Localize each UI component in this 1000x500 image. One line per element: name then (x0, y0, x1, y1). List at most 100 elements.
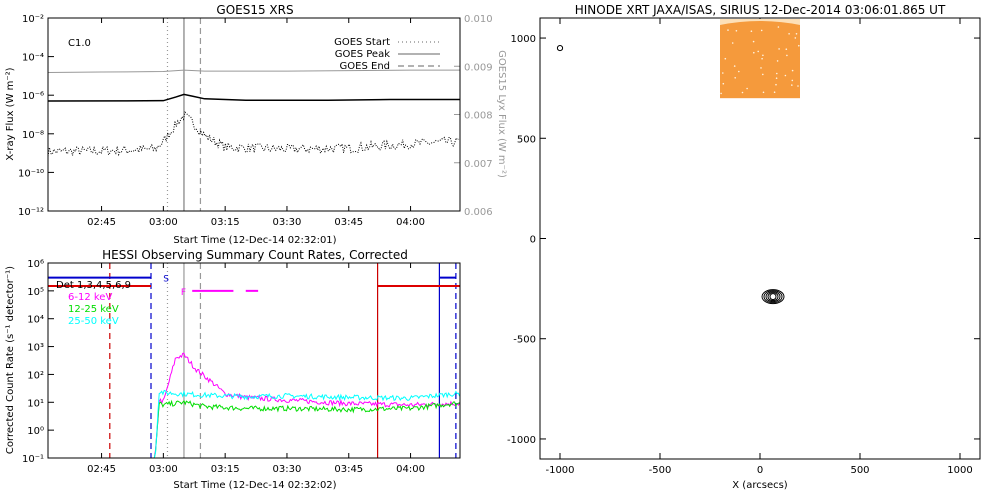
image-xrt-speck (757, 50, 759, 53)
image-xrt-speck (776, 60, 779, 62)
goes-ytick-label: 10⁻² (22, 14, 44, 25)
image-xrt-speck (724, 57, 727, 60)
goes-ytick-label: 10⁻¹² (18, 207, 44, 218)
image-ytick-label: 0 (530, 235, 536, 246)
hessi-panel: HESSI Observing Summary Count Rates, Cor… (5, 248, 461, 491)
goes-xtick-label: 03:00 (149, 217, 178, 228)
image-xrt-speck (786, 54, 788, 57)
image-xrt-speck (734, 77, 736, 79)
hessi-legend-detectors: Det 1,3,4,5,6,9 (56, 280, 131, 291)
hessi-xtick-label: 03:30 (273, 464, 302, 475)
image-xrt-speck (773, 91, 776, 93)
image-xrt-speck (791, 69, 794, 72)
image-xrt-patch (720, 19, 800, 99)
hessi-ytick-label: 10⁻¹ (22, 454, 44, 465)
hessi-frame (47, 262, 461, 459)
image-xrt-speck (794, 37, 797, 39)
goes-legend-label: GOES Start (334, 37, 390, 48)
goes-y2tick-label: 0.010 (464, 14, 493, 25)
image-ytick-label: 1000 (511, 34, 536, 45)
image-xrt-speck (795, 33, 798, 35)
goes-xtick-label: 02:45 (87, 217, 116, 228)
goes-xlabel: Start Time (12-Dec-14 02:32:01) (173, 235, 336, 246)
image-contour (765, 291, 781, 303)
goes-series-long (47, 93, 460, 102)
image-xtick-label: 500 (850, 465, 869, 476)
goes-xtick-label: 03:30 (273, 217, 302, 228)
hessi-marker-s: S (163, 275, 169, 285)
goes-series-short (47, 111, 460, 157)
goes-y2tick-label: 0.006 (464, 207, 493, 218)
goes-ytick-label: 10⁻⁴ (22, 53, 44, 64)
image-xrt-speck (753, 51, 755, 54)
image-panel: HINODE XRT JAXA/ISAS, SIRIUS 12-Dec-2014… (507, 3, 981, 491)
image-xrt-speck (746, 87, 748, 90)
image-xtick-label: 0 (757, 465, 763, 476)
goes-y2tick-label: 0.007 (464, 159, 493, 170)
hessi-ytick-label: 10⁶ (27, 259, 44, 270)
goes-flare-class: C1.0 (68, 38, 91, 49)
hessi-ytick-label: 10² (27, 370, 44, 381)
goes-legend-label: GOES End (340, 61, 390, 72)
image-ytick-label: -500 (513, 335, 536, 346)
goes-y2label: GOES15 Lyx Flux (W m⁻²) (496, 50, 507, 178)
image-xrt-limb (720, 19, 800, 25)
image-xrt-speck (722, 72, 724, 74)
goes-xtick-label: 03:45 (334, 217, 363, 228)
hessi-ytick-label: 10³ (27, 343, 44, 354)
goes-panel: GOES15 XRS 02:45 03:00 03:15 03:30 03:45 04:0… (5, 3, 507, 246)
hessi-legend-25-50 keV: 25-50 keV (68, 316, 119, 327)
goes-ylabel: X-ray Flux (W m⁻²) (5, 67, 16, 160)
hessi-ytick-label: 10⁴ (27, 315, 44, 326)
image-xrt-speck (761, 57, 763, 60)
goes-plot-area: 02:45 03:00 03:15 03:30 03:45 04:00 10⁻¹² 10⁻¹⁰… (18, 14, 493, 228)
goes-series-lyman (47, 69, 460, 74)
goes-y2tick-label: 0.009 (464, 62, 493, 73)
hessi-legend-6-12 keV: 6-12 keV (68, 292, 112, 303)
image-xrt-speck (762, 91, 765, 94)
image-xtick-label: -1000 (545, 465, 574, 476)
goes-y2tick-label: 0.008 (464, 111, 493, 122)
image-xrt-speck (778, 48, 780, 50)
image-ytick-label: -1000 (507, 435, 536, 446)
image-contour (767, 292, 779, 302)
image-frame (539, 17, 981, 460)
hessi-series-12-25 keV (48, 399, 460, 459)
goes-ytick-label: 10⁻¹⁰ (18, 168, 44, 179)
goes-ytick-label: 10⁻⁸ (22, 130, 44, 141)
image-xlabel: X (arcsecs) (732, 480, 788, 491)
image-xrt-speck (750, 30, 753, 32)
image-xrt-speck (741, 91, 744, 94)
image-xrt-speck (785, 48, 788, 50)
hessi-xlabel: Start Time (12-Dec-14 02:32:02) (173, 480, 336, 491)
image-xrt-speck (777, 26, 780, 28)
image-xrt-speck (788, 33, 790, 35)
hessi-title: HESSI Observing Summary Count Rates, Cor… (102, 248, 408, 262)
image-xrt-speck (720, 92, 722, 95)
hessi-ytick-label: 10⁰ (27, 426, 44, 437)
image-xrt-speck (760, 29, 763, 32)
image-xrt-speck (798, 44, 800, 47)
image-xrt-speck (797, 85, 799, 87)
image-xrt-speck (776, 72, 778, 75)
image-xrt-speck (762, 73, 764, 76)
goes-frame (47, 17, 461, 212)
image-contour (769, 293, 777, 301)
image-xrt-speck (738, 70, 740, 73)
image-ytick-label: 500 (517, 134, 536, 145)
image-xtick-label: -500 (649, 465, 672, 476)
image-title: HINODE XRT JAXA/ISAS, SIRIUS 12-Dec-2014… (575, 3, 946, 17)
image-xrt-speck (722, 82, 725, 85)
image-xrt-speck (775, 77, 778, 79)
goes-xtick-label: 04:00 (396, 217, 425, 228)
image-xrt-speck (733, 65, 736, 67)
hessi-ylabel: Corrected Count Rate (s⁻¹ detector⁻¹) (5, 266, 16, 454)
hessi-ytick-label: 10⁵ (27, 287, 44, 298)
image-plot-area: -1000 -500 0 500 1000 -1000 -500 0 500 1000 (507, 18, 980, 476)
goes-xtick-label: 03:15 (211, 217, 240, 228)
goes-legend-label: GOES Peak (335, 49, 390, 60)
goes-title: GOES15 XRS (216, 3, 293, 17)
